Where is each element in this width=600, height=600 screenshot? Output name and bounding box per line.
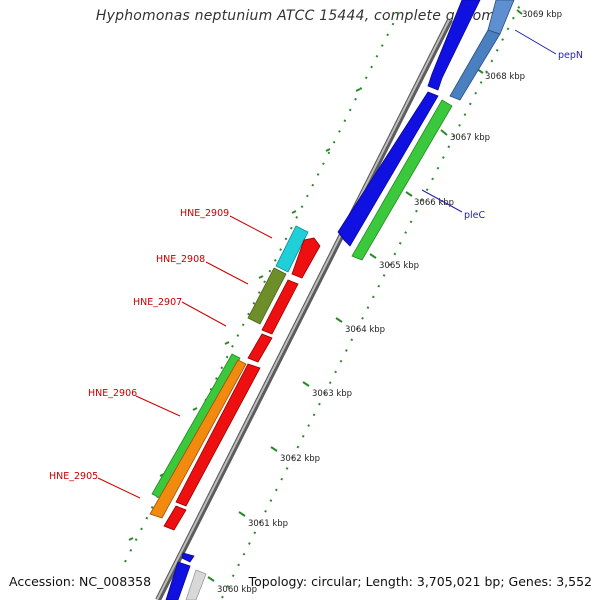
gene-label-hne-2905: HNE_2905 bbox=[49, 471, 98, 482]
gene-feature-steelblue bbox=[487, 0, 515, 35]
gene-feature-red bbox=[247, 333, 273, 363]
tick-label: 3063 kbp bbox=[312, 389, 352, 399]
gene-feature-orange bbox=[149, 359, 247, 519]
map-title: Hyphomonas neptunium ATCC 15444, complet… bbox=[95, 8, 505, 24]
tick-label: 3064 kbp bbox=[345, 325, 385, 335]
gene-feature-blue bbox=[181, 552, 195, 563]
genome-summary-text: Topology: circular; Length: 3,705,021 bp… bbox=[248, 574, 592, 589]
tick-label: 3066 kbp bbox=[414, 198, 454, 208]
gene-feature-green bbox=[351, 99, 453, 261]
gene-labels: HNE_2909 HNE_2908 HNE_2907 HNE_2906 HNE_… bbox=[49, 50, 583, 482]
tick-label: 3068 kbp bbox=[485, 72, 525, 82]
accession-text: Accession: NC_008358 bbox=[9, 574, 152, 589]
gene-label-hne-2906: HNE_2906 bbox=[88, 388, 137, 399]
gene-feature-red bbox=[175, 363, 261, 507]
gene-feature-blue bbox=[337, 91, 439, 247]
forward-strand-features bbox=[165, 0, 515, 600]
gene-feature-cyan bbox=[275, 225, 309, 273]
reverse-strand-features bbox=[149, 225, 321, 531]
left-ticks bbox=[128, 88, 361, 541]
gene-label-hne-2908: HNE_2908 bbox=[156, 254, 205, 265]
dotted-guide-lines bbox=[124, 4, 521, 599]
label-leader-lines bbox=[97, 215, 273, 499]
gene-feature-grey bbox=[185, 569, 207, 600]
tick-label: 3060 kbp bbox=[217, 585, 257, 595]
gene-label-hne-2909: HNE_2909 bbox=[180, 208, 229, 219]
blue-leader-lines bbox=[421, 29, 557, 213]
gene-feature-blue bbox=[165, 561, 191, 600]
gene-feature-olive bbox=[247, 267, 287, 325]
tick-label: 3061 kbp bbox=[248, 519, 288, 529]
genome-backbone bbox=[155, 18, 453, 600]
tick-label: 3069 kbp bbox=[522, 10, 562, 20]
gene-feature-red bbox=[291, 237, 321, 279]
coordinate-ticks bbox=[207, 9, 523, 582]
tick-labels: 3069 kbp 3068 kbp 3067 kbp 3066 kbp 3065… bbox=[217, 10, 562, 595]
gene-feature-red bbox=[163, 505, 187, 531]
gene-label-plec: pleC bbox=[464, 210, 486, 221]
tick-label: 3062 kbp bbox=[280, 454, 320, 464]
tick-label: 3067 kbp bbox=[450, 133, 490, 143]
tick-label: 3065 kbp bbox=[379, 261, 419, 271]
gene-feature-blue bbox=[427, 0, 481, 91]
gene-feature-red bbox=[261, 279, 299, 335]
gene-label-pepn: pepN bbox=[558, 50, 583, 61]
gene-label-hne-2907: HNE_2907 bbox=[133, 297, 182, 308]
